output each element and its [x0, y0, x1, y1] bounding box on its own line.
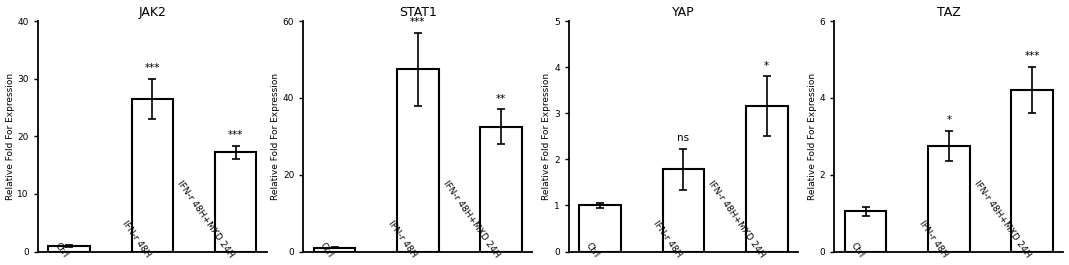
Title: JAK2: JAK2 [139, 6, 167, 19]
Text: **: ** [496, 94, 507, 104]
Bar [845, 211, 886, 251]
Y-axis label: Relative Fold For Expression: Relative Fold For Expression [542, 73, 552, 200]
Text: *: * [946, 115, 951, 125]
Bar [48, 246, 90, 251]
Title: YAP: YAP [672, 6, 695, 19]
Bar [1011, 90, 1053, 251]
Title: TAZ: TAZ [938, 6, 961, 19]
Text: ***: *** [1024, 51, 1040, 61]
Bar [746, 106, 788, 251]
Bar [579, 205, 621, 251]
Text: ns: ns [678, 133, 690, 143]
Text: *: * [764, 61, 770, 71]
Text: ***: *** [228, 130, 244, 140]
Bar [314, 248, 355, 251]
Bar [131, 99, 173, 251]
Text: ***: *** [410, 17, 425, 27]
Y-axis label: Relative Fold For Expression: Relative Fold For Expression [808, 73, 817, 200]
Bar [397, 69, 438, 251]
Title: STAT1: STAT1 [399, 6, 437, 19]
Y-axis label: Relative Fold For Expression: Relative Fold For Expression [272, 73, 280, 200]
Bar [663, 170, 704, 251]
Y-axis label: Relative Fold For Expression: Relative Fold For Expression [5, 73, 15, 200]
Bar [928, 146, 970, 251]
Bar [215, 152, 257, 251]
Bar [480, 127, 522, 251]
Text: ***: *** [144, 63, 160, 73]
